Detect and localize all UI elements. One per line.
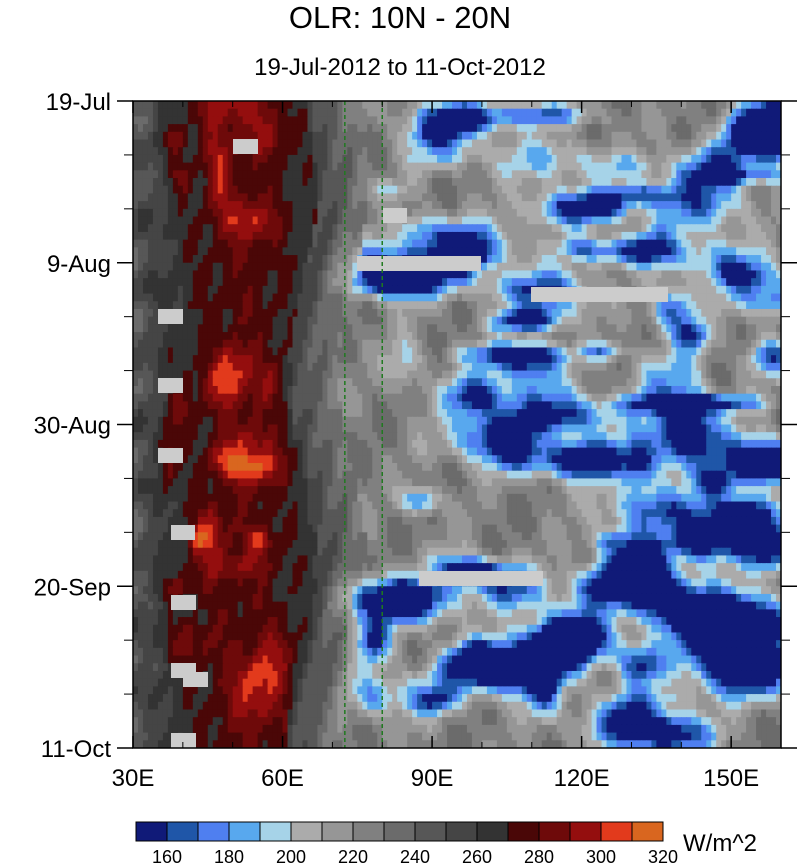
colorbar-swatch [600, 821, 633, 842]
colorbar-swatch [290, 821, 323, 842]
colorbar-swatch [259, 821, 292, 842]
missing-patch [419, 571, 543, 586]
x-tick-label: 150E [703, 765, 759, 792]
colorbar-swatch [476, 821, 509, 842]
y-tick-label: 11-Oct [41, 736, 112, 763]
missing-patch [531, 287, 668, 302]
missing-patch [183, 672, 208, 687]
x-tick-label: 90E [411, 765, 454, 792]
missing-patch [383, 208, 407, 223]
colorbar-swatch [383, 821, 416, 842]
y-tick-label: 19-Jul [46, 89, 111, 116]
colorbar-swatch [569, 821, 602, 842]
colorbar-swatch [414, 821, 447, 842]
x-tick-label: 60E [261, 765, 304, 792]
x-tick-label: 30E [112, 765, 155, 792]
y-tick-label: 20-Sep [34, 574, 111, 601]
missing-patch [171, 525, 195, 540]
colorbar-label: 260 [462, 847, 492, 863]
missing-patch [158, 448, 183, 463]
missing-patch [158, 378, 183, 393]
y-tick-label: 30-Aug [34, 413, 111, 440]
colorbar-label: 160 [152, 847, 182, 863]
x-tick-label: 120E [554, 765, 610, 792]
missing-patch [158, 309, 183, 324]
chart-title: OLR: 10N - 20N [288, 0, 512, 35]
missing-patch [171, 595, 196, 610]
colorbar-label: 220 [338, 847, 368, 863]
axes: 30E 60E 90E 120E 150E 19-Jul 9-Aug 30-Aug 20-Sep… [34, 89, 797, 792]
colorbar-swatch [166, 821, 199, 842]
colorbar-swatch [135, 821, 168, 842]
colorbar-swatch [197, 821, 230, 842]
missing-patch [357, 256, 481, 271]
colorbar: 160 180 200 220 240 260 280 300 320 [135, 821, 678, 863]
colorbar-label: 300 [586, 847, 616, 863]
colorbar-unit: W/m^2 [683, 830, 757, 857]
reference-lines [344, 101, 383, 748]
colorbar-label: 320 [648, 847, 678, 863]
missing-data-patches [158, 139, 668, 748]
colorbar-swatch [507, 821, 540, 842]
colorbar-swatch [538, 821, 571, 842]
colorbar-swatch [631, 821, 664, 842]
colorbar-label: 240 [400, 847, 430, 863]
colorbar-swatch [445, 821, 478, 842]
colorbar-swatch [352, 821, 385, 842]
olr-field [133, 101, 781, 748]
missing-patch [233, 139, 258, 154]
chart-subtitle: 19-Jul-2012 to 11-Oct-2012 [254, 54, 546, 81]
colorbar-label: 280 [524, 847, 554, 863]
colorbar-swatch [321, 821, 354, 842]
colorbar-swatch [228, 821, 261, 842]
colorbar-label: 180 [214, 847, 244, 863]
colorbar-label: 200 [276, 847, 306, 863]
missing-patch [171, 733, 196, 748]
y-tick-label: 9-Aug [47, 251, 111, 278]
